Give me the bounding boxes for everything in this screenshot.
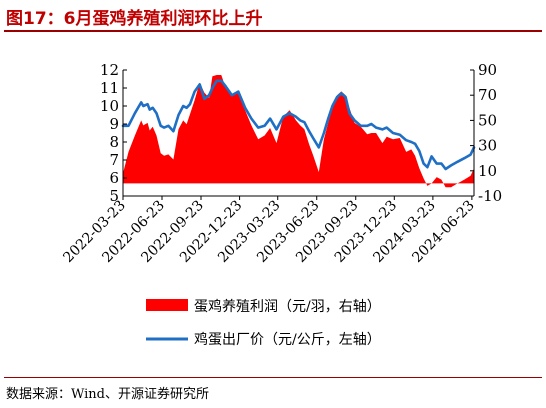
left-tick-label: 6	[109, 169, 119, 187]
price-line	[121, 79, 476, 171]
right-tick-label: 30	[478, 137, 497, 155]
legend-label-price: 鸡蛋出厂价（元/公斤，左轴）	[194, 331, 381, 348]
chart-title: 图17：6月蛋鸡养殖利润环比上升	[6, 9, 263, 29]
right-tick-label: 50	[478, 111, 497, 129]
legend-swatch-profit	[146, 299, 188, 311]
left-tick-label: 10	[100, 97, 119, 115]
dual-axis-chart: 56789101112-1010305070902022-03-232022-0…	[60, 61, 502, 348]
legend: 蛋鸡养殖利润（元/羽，右轴） 鸡蛋出厂价（元/公斤，左轴）	[146, 298, 381, 348]
price-line-layer	[121, 79, 476, 171]
profit-area-layer	[123, 75, 474, 188]
left-tick-label: 5	[109, 187, 119, 205]
right-tick-label: 10	[478, 162, 497, 180]
right-tick-label: -10	[478, 187, 502, 205]
right-tick-label: 90	[478, 61, 497, 79]
profit-area	[123, 75, 474, 188]
source-note: 数据来源：Wind、开源证券研究所	[6, 387, 209, 402]
left-tick-label: 12	[100, 61, 119, 79]
title-divider	[4, 30, 542, 32]
left-tick-label: 11	[100, 79, 119, 97]
source-divider	[4, 377, 542, 378]
left-tick-label: 8	[109, 133, 119, 151]
right-tick-label: 70	[478, 86, 497, 104]
left-tick-label: 7	[109, 151, 119, 169]
legend-label-profit: 蛋鸡养殖利润（元/羽，右轴）	[194, 298, 381, 315]
left-tick-label: 9	[109, 115, 119, 133]
